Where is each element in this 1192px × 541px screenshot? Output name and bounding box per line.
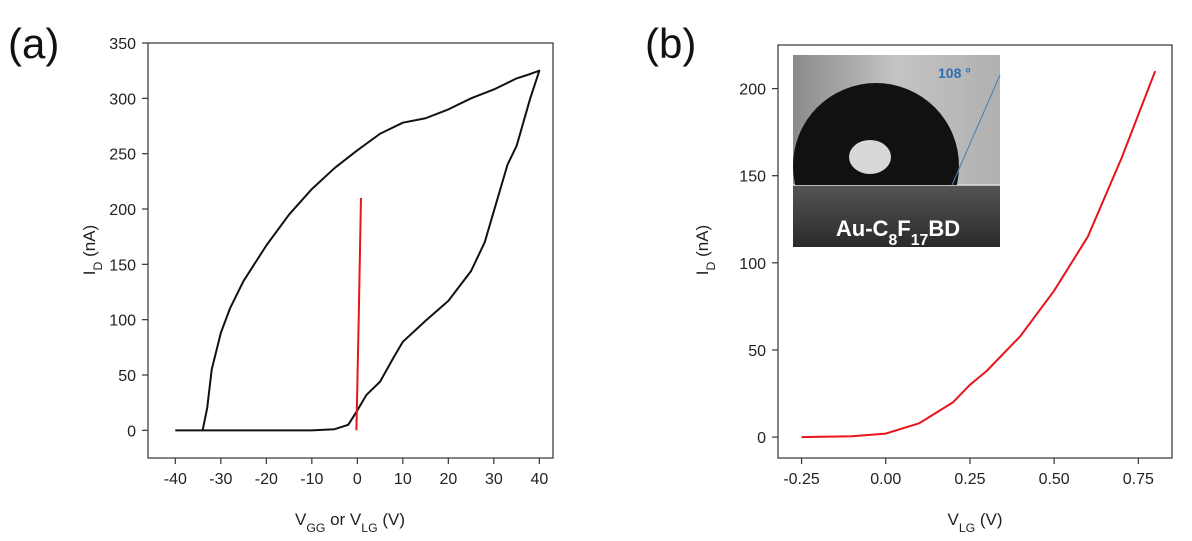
x-tick-label: -10 [300, 471, 323, 488]
y-axis-label-part: (nA) [693, 225, 712, 262]
y-tick-label: 150 [739, 169, 766, 186]
droplet [793, 83, 959, 185]
y-axis-label-part: I [693, 270, 712, 275]
data-line [175, 69, 541, 432]
x-tick-label: 30 [485, 471, 503, 488]
plot-frame [147, 42, 554, 459]
y-tick-label: 50 [118, 368, 136, 385]
x-tick-label: -0.25 [783, 471, 820, 488]
x-axis-label-part: V [295, 510, 307, 529]
x-axis-label-part: (V) [975, 510, 1002, 529]
y-axis-label-part: (nA) [80, 225, 99, 262]
x-axis-label-part: GG [306, 521, 325, 535]
x-axis-label-part: (V) [378, 510, 405, 529]
x-axis-label-part: V [947, 510, 959, 529]
x-axis-label-part: or V [325, 510, 362, 529]
sample-label: Au-C8F17BD [836, 216, 960, 249]
sample-label-part: Au-C [836, 216, 889, 241]
y-tick-label: 100 [739, 256, 766, 273]
plot-frame [777, 44, 1173, 459]
panel-label: (a) [8, 20, 59, 67]
y-tick-label: 0 [127, 423, 136, 440]
x-tick-label: 0.25 [954, 471, 985, 488]
sample-label-part: F [897, 216, 910, 241]
x-tick-label: 0.00 [870, 471, 901, 488]
y-tick-label: 200 [109, 202, 136, 219]
y-axis-label-part: D [91, 261, 105, 270]
x-axis-label: VLG (V) [947, 510, 1002, 535]
y-axis-label: ID (nA) [693, 225, 718, 275]
y-axis-label: ID (nA) [80, 225, 105, 275]
y-tick-label: 250 [109, 147, 136, 164]
x-tick-label: 0.50 [1039, 471, 1070, 488]
y-axis-label-part: I [80, 270, 99, 275]
sample-label-part: BD [928, 216, 960, 241]
y-axis-label-part: D [704, 261, 718, 270]
x-axis-label-part: LG [959, 521, 975, 535]
y-tick-label: 350 [109, 36, 136, 53]
x-tick-label: 20 [439, 471, 457, 488]
y-tick-label: 50 [748, 343, 766, 360]
x-tick-label: -20 [255, 471, 278, 488]
contact-angle-label: 108 ° [938, 65, 971, 81]
x-tick-label: 40 [530, 471, 548, 488]
sample-label-part: 17 [911, 232, 929, 249]
x-axis-label-part: LG [361, 521, 377, 535]
data-line [355, 197, 362, 431]
y-tick-label: 0 [757, 430, 766, 447]
y-tick-label: 150 [109, 257, 136, 274]
x-tick-label: -40 [164, 471, 187, 488]
panel-label: (b) [645, 20, 696, 67]
x-axis-label: VGG or VLG (V) [295, 510, 405, 535]
x-tick-label: -30 [209, 471, 232, 488]
droplet-highlight [849, 140, 891, 174]
x-tick-label: 0.75 [1123, 471, 1154, 488]
data-line [801, 70, 1157, 439]
y-tick-label: 300 [109, 91, 136, 108]
x-tick-label: 10 [394, 471, 412, 488]
y-tick-label: 200 [739, 82, 766, 99]
contact-angle-line [951, 74, 1001, 186]
sample-label-part: 8 [888, 232, 897, 249]
x-tick-label: 0 [353, 471, 362, 488]
y-tick-label: 100 [109, 313, 136, 330]
inset-substrate [793, 185, 1000, 247]
